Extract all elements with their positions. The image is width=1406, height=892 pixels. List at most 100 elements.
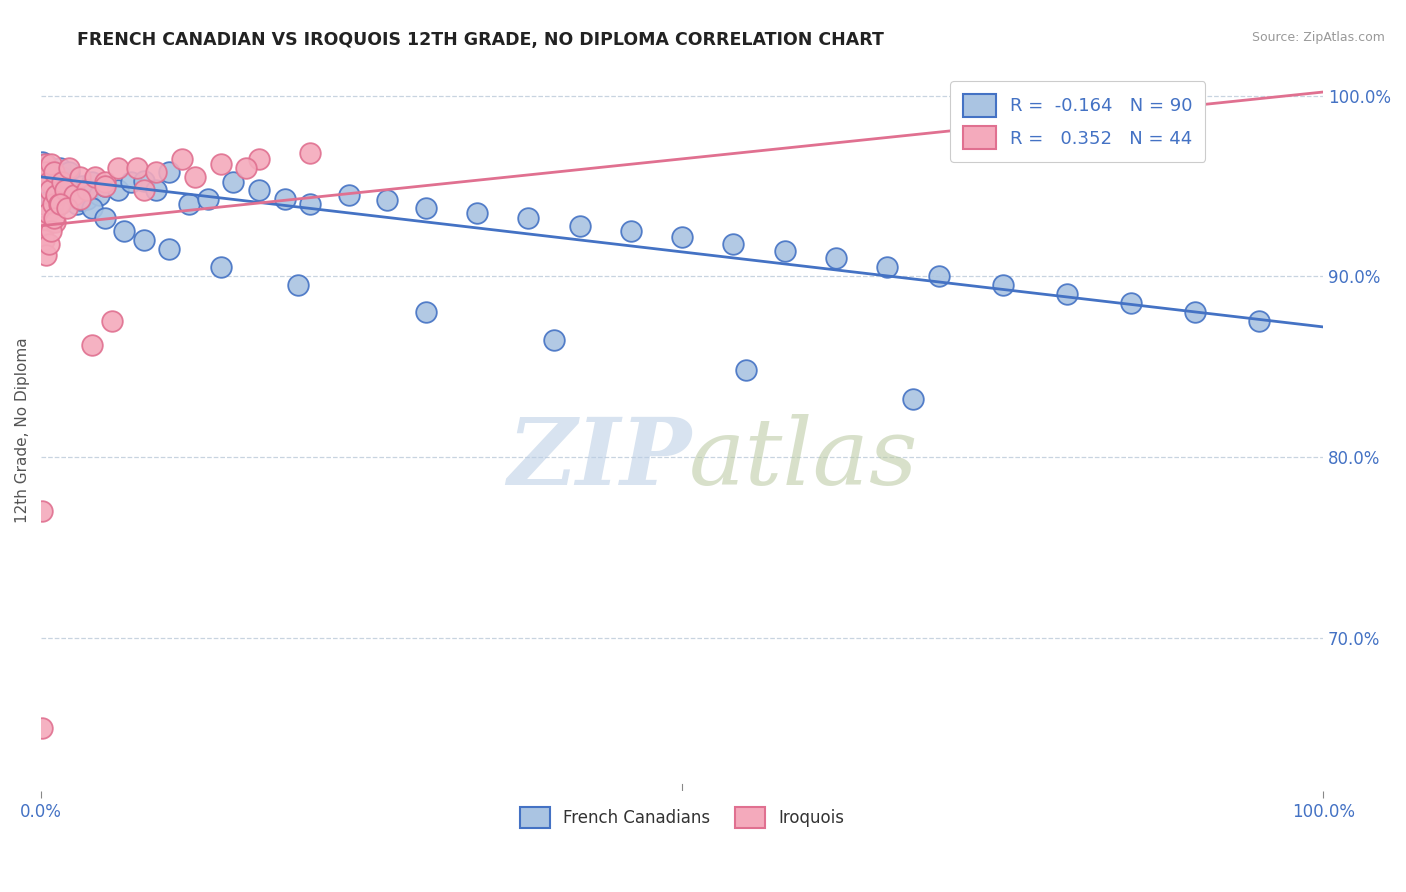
Point (48, 197, 70, 211)
Point (34, 173, 56, 187)
Point (1184, 305, 1206, 319)
Point (901, 392, 924, 407)
Point (94, 178, 117, 193)
Point (415, 201, 437, 215)
Point (53, 192, 76, 206)
Point (723, 236, 745, 251)
Point (114, 224, 136, 238)
Text: Source: ZipAtlas.com: Source: ZipAtlas.com (1251, 31, 1385, 45)
Point (55, 201, 77, 215)
Point (44, 215, 66, 229)
Point (94, 178, 117, 193)
Point (52, 183, 75, 197)
Text: FRENCH CANADIAN VS IROQUOIS 12TH GRADE, NO DIPLOMA CORRELATION CHART: FRENCH CANADIAN VS IROQUOIS 12TH GRADE, … (77, 31, 884, 49)
Point (127, 161, 149, 175)
Point (37, 166, 59, 180)
Point (45, 197, 67, 211)
Point (928, 269, 950, 284)
Point (82, 201, 104, 215)
Point (87, 188, 110, 202)
Point (45, 188, 67, 202)
Point (55, 183, 77, 197)
Point (37, 206, 59, 220)
Point (735, 363, 758, 377)
Point (32, 197, 55, 211)
Point (31, 504, 53, 518)
Point (209, 157, 232, 171)
Point (38, 175, 60, 189)
Point (55, 175, 77, 189)
Point (991, 278, 1014, 293)
Point (222, 175, 245, 189)
Legend: French Canadians, Iroquois: French Canadians, Iroquois (513, 800, 851, 835)
Point (157, 164, 180, 178)
Point (34, 164, 56, 178)
Point (63, 188, 86, 202)
Point (145, 183, 167, 197)
Point (45, 188, 67, 202)
Point (42, 178, 65, 193)
Point (38, 171, 60, 186)
Point (55, 178, 77, 193)
Point (375, 194, 398, 208)
Text: ZIP: ZIP (506, 414, 690, 504)
Point (49, 197, 72, 211)
Point (1119, 296, 1142, 310)
Point (132, 183, 155, 197)
Point (107, 161, 129, 175)
Point (38, 188, 60, 202)
Text: atlas: atlas (689, 414, 918, 504)
Point (1247, 314, 1270, 328)
Point (46, 178, 69, 193)
Point (66, 197, 89, 211)
Point (299, 197, 322, 211)
Point (120, 175, 142, 189)
Point (247, 183, 270, 197)
Point (620, 224, 643, 238)
Point (38, 175, 60, 189)
Point (82, 175, 104, 189)
Point (41, 197, 63, 211)
Point (70, 178, 93, 193)
Point (337, 188, 360, 202)
Point (84, 169, 107, 184)
Point (273, 192, 295, 206)
Point (132, 233, 155, 247)
Point (37, 183, 59, 197)
Point (41, 181, 63, 195)
Point (41, 186, 63, 201)
Point (42, 211, 65, 226)
Point (465, 206, 488, 220)
Point (41, 224, 63, 238)
Point (44, 173, 66, 187)
Point (157, 242, 180, 256)
Point (172, 152, 194, 166)
Point (45, 190, 67, 204)
Point (543, 333, 565, 347)
Point (62, 188, 84, 202)
Point (100, 314, 122, 328)
Point (62, 188, 84, 202)
Point (41, 192, 63, 206)
Point (35, 178, 58, 193)
Point (58, 164, 80, 178)
Point (37, 185, 59, 199)
Point (177, 197, 200, 211)
Point (41, 157, 63, 171)
Point (48, 188, 70, 202)
Point (82, 338, 104, 352)
Point (42, 168, 65, 182)
Point (517, 211, 540, 226)
Point (38, 236, 60, 251)
Point (39, 194, 62, 208)
Point (31, 155, 53, 169)
Point (415, 305, 437, 319)
Point (42, 178, 65, 193)
Point (1056, 287, 1078, 301)
Point (49, 161, 72, 175)
Point (69, 169, 91, 184)
Point (42, 164, 65, 178)
Point (145, 164, 167, 178)
Point (44, 185, 66, 199)
Point (568, 219, 591, 233)
